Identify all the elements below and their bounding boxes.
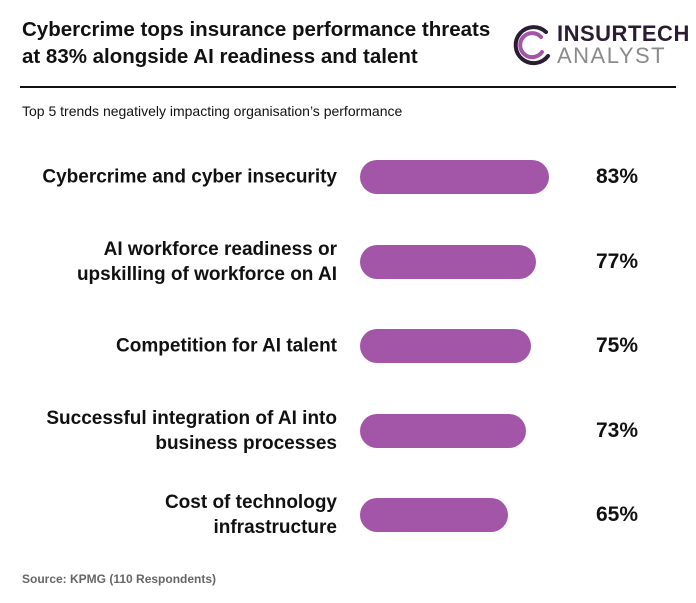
chart-subtitle: Top 5 trends negatively impacting organi…: [22, 103, 403, 119]
category-label: Competition for AI talent: [116, 335, 337, 357]
logo-text: ANALYST: [557, 43, 667, 68]
logo-text: INSURTECH: [557, 21, 690, 46]
category-label: Cybercrime and cyber insecurity: [42, 166, 337, 188]
source-note: Source: KPMG (110 Respondents): [22, 572, 217, 586]
bar: [360, 498, 509, 532]
divider: [20, 86, 676, 88]
bar: [360, 329, 531, 363]
logo-icon: [513, 25, 550, 66]
value-label: 75%: [596, 334, 639, 357]
bar: [360, 160, 550, 194]
category-label: Cost of technology infrastructure: [164, 492, 337, 538]
category-label: AI workforce readiness or upskilling of …: [76, 238, 337, 285]
category-label: Successful integration of AI into busine…: [46, 407, 337, 454]
value-label: 77%: [596, 249, 639, 273]
value-label: 65%: [596, 503, 639, 526]
bar: [360, 244, 536, 279]
bar: [360, 413, 527, 448]
chart-title: Cybercrime tops insurance performance th…: [22, 18, 491, 68]
value-label: 83%: [596, 165, 639, 188]
value-label: 73%: [596, 418, 639, 442]
